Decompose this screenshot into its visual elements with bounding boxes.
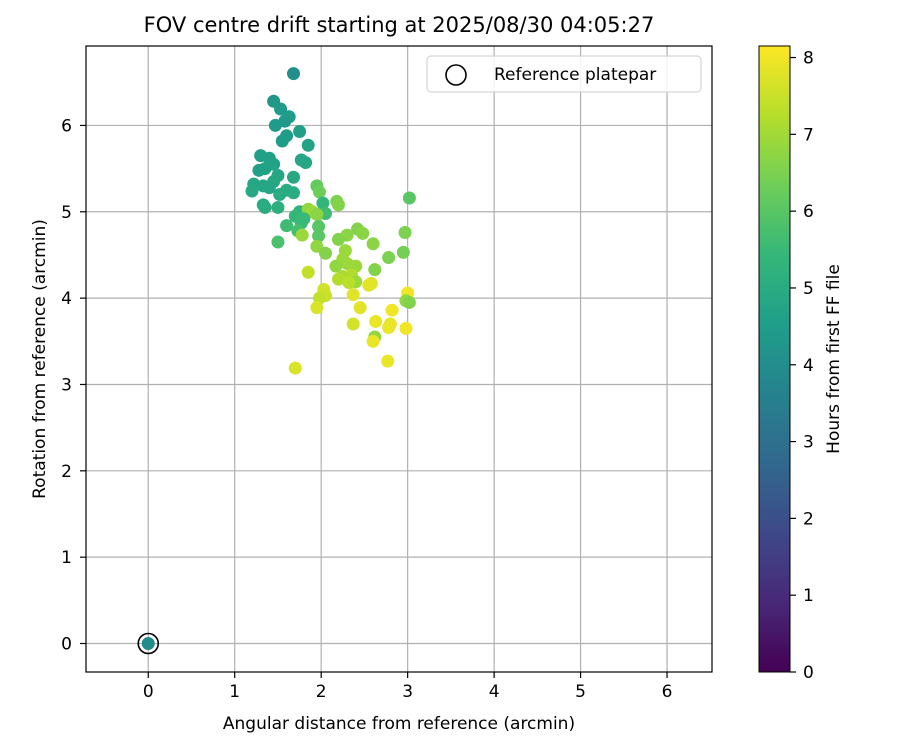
data-point [287, 186, 301, 200]
data-point [316, 196, 330, 210]
colorbar-tick-label: 1 [803, 586, 814, 606]
data-point [275, 134, 289, 148]
data-point [262, 181, 276, 195]
data-point [280, 219, 294, 233]
x-tick-label: 1 [229, 682, 240, 702]
x-tick-label: 3 [402, 682, 413, 702]
legend: Reference platepar [426, 55, 702, 93]
data-point [310, 301, 324, 315]
data-point [353, 301, 367, 315]
data-point [312, 229, 326, 243]
data-point [382, 320, 396, 334]
y-axis-label: Rotation from reference (arcmin) [30, 219, 50, 499]
data-point [299, 156, 313, 170]
colorbar: 0 1 2 3 4 5 6 7 8 Hours from first FF file [758, 45, 844, 683]
data-point [271, 200, 285, 214]
x-tick-label: 5 [575, 682, 586, 702]
data-point [362, 278, 376, 292]
data-point [366, 237, 380, 251]
data-point [331, 272, 345, 286]
data-point [319, 246, 333, 260]
data-point [258, 200, 272, 214]
y-tick-label: 5 [61, 203, 72, 223]
plot-frame [85, 45, 713, 673]
data-point [310, 207, 324, 221]
reference-point [141, 637, 155, 651]
reference-platepar-marker [137, 632, 160, 655]
x-axis-label: Angular distance from reference (arcmin) [223, 714, 575, 734]
legend-marker-icon [445, 64, 467, 86]
colorbar-tick-label: 2 [803, 509, 814, 529]
y-tick-label: 1 [61, 548, 72, 568]
data-point [382, 251, 396, 265]
y-axis-ticks: 0 1 2 3 4 5 6 [61, 116, 86, 655]
data-point [273, 188, 287, 202]
data-point [366, 334, 380, 348]
data-point [271, 235, 285, 249]
data-point [399, 321, 413, 335]
data-point [293, 124, 307, 138]
data-point [346, 288, 360, 302]
x-axis-ticks: 0 1 2 3 4 5 6 [143, 672, 673, 702]
data-point [312, 219, 326, 233]
data-points [137, 67, 416, 655]
data-point [287, 170, 301, 184]
colorbar-tick-label: 6 [803, 202, 814, 222]
colorbar-label: Hours from first FF file [824, 264, 844, 454]
chart-title: FOV centre drift starting at 2025/08/30 … [144, 13, 655, 37]
data-point [274, 102, 288, 116]
y-tick-label: 3 [61, 375, 72, 395]
x-tick-label: 0 [143, 682, 154, 702]
x-tick-label: 4 [489, 682, 500, 702]
grid-lines [86, 46, 712, 672]
legend-entry-reference: Reference platepar [494, 65, 656, 85]
colorbar-tick-label: 7 [803, 125, 814, 145]
data-point [252, 163, 266, 177]
data-point [310, 239, 324, 253]
x-tick-label: 2 [316, 682, 327, 702]
data-point [402, 295, 416, 309]
y-tick-label: 4 [61, 289, 72, 309]
data-point [331, 198, 345, 212]
data-point [312, 185, 326, 199]
data-point [295, 228, 309, 242]
colorbar-tick-label: 4 [803, 356, 814, 376]
data-point [356, 226, 370, 240]
data-point [245, 184, 259, 198]
colorbar-tick-label: 0 [803, 663, 814, 683]
data-point [385, 303, 399, 317]
colorbar-gradient [758, 45, 791, 673]
colorbar-tick-label: 3 [803, 433, 814, 453]
colorbar-tick-label: 8 [803, 49, 814, 69]
legend-box [426, 55, 702, 93]
data-point [398, 226, 412, 240]
y-tick-label: 0 [61, 635, 72, 655]
data-point [368, 263, 382, 277]
data-point [342, 276, 356, 290]
data-point [301, 138, 315, 152]
colorbar-ticks: 0 1 2 3 4 5 6 7 8 [790, 49, 814, 683]
data-point [329, 259, 343, 273]
data-point [331, 232, 345, 246]
x-tick-label: 6 [662, 682, 673, 702]
data-point [369, 314, 383, 328]
data-point [301, 265, 315, 279]
data-point [287, 67, 301, 81]
data-point [288, 361, 302, 375]
y-tick-label: 6 [61, 116, 72, 136]
data-point [402, 191, 416, 205]
data-point [346, 317, 360, 331]
data-point [381, 354, 395, 368]
data-point [268, 118, 282, 132]
data-point [396, 245, 410, 259]
colorbar-tick-label: 5 [803, 279, 814, 299]
y-tick-label: 2 [61, 462, 72, 482]
